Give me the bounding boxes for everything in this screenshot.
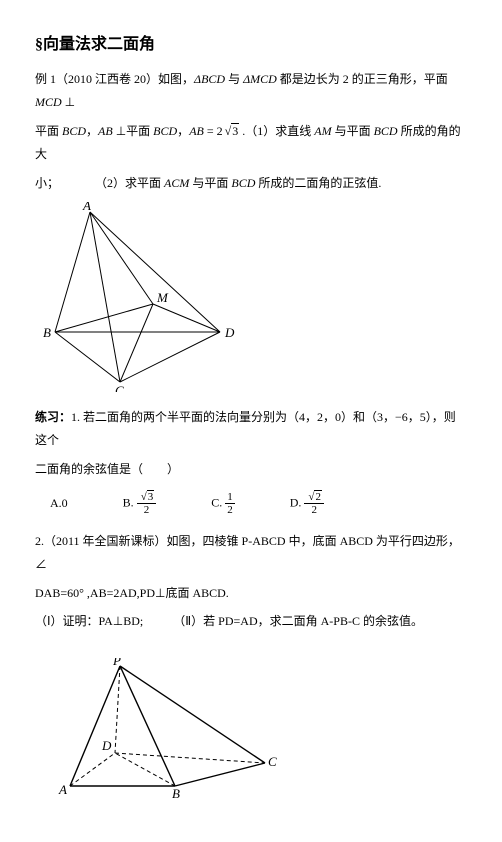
t7: ⊥平面 (113, 124, 153, 138)
fig2-label-b: B (172, 786, 180, 798)
t8: ， (177, 124, 189, 138)
section-title: §向量法求二面角 (35, 30, 467, 60)
optB-den: 2 (137, 504, 157, 516)
optA-label: A. (50, 496, 62, 510)
fig1-label-a: A (82, 202, 91, 213)
fig1-label-m: M (156, 290, 169, 305)
fig2-label-d: D (101, 738, 112, 753)
practice-prefix: 练习： (35, 410, 71, 424)
example-1-line3: 小； （2）求平面 ACM 与平面 BCD 所成的二面角的正弦值. (35, 172, 467, 195)
t11: 与平面 (332, 124, 374, 138)
fig1-label-b: B (43, 325, 51, 340)
optC-frac: 1 2 (225, 491, 235, 516)
bcd5: BCD (231, 176, 255, 190)
problem-2-line1: 2.（2011 年全国新课标）如图，四棱锥 P-ABCD 中，底面 ABCD 为… (35, 530, 467, 576)
p2-gap (143, 614, 179, 628)
example-1-line2: 平面 BCD，AB ⊥平面 BCD，AB = 23 .（1）求直线 AM 与平面… (35, 120, 467, 166)
t13: 与平面 (189, 176, 231, 190)
p2-l3b: （Ⅱ）若 PD=AD，求二面角 A-PB-C 的余弦值。 (179, 614, 423, 628)
t2: 与 (225, 72, 243, 86)
optB-sqrt3: 3 (147, 490, 155, 503)
fig2-label-a: A (58, 782, 67, 797)
p2-l3a: （Ⅰ）证明：PA⊥BD; (35, 614, 143, 628)
ab1: AB (98, 124, 113, 138)
optD-den: 2 (304, 504, 324, 516)
q2: （2）求平面 (101, 176, 164, 190)
option-d: D. 2 2 (290, 491, 324, 516)
bcd1: BCD (201, 72, 225, 86)
optD-frac: 2 2 (304, 491, 324, 516)
optB-frac: 3 2 (137, 491, 157, 516)
sqrt3-val: 3 (231, 123, 239, 138)
fig2-label-p: P (112, 658, 121, 668)
p1-1: 1. 若二面角的两个半平面的法向量分别为（4，2，0）和（3，−6，5），则这个 (35, 410, 456, 447)
fig1-label-c: C (115, 383, 124, 392)
bcd4: BCD (374, 124, 398, 138)
bcd2: BCD (62, 124, 86, 138)
optC-num: 1 (225, 491, 235, 504)
optC-den: 2 (225, 504, 235, 516)
l2a: 平面 (35, 124, 62, 138)
practice-1-line1: 练习：1. 若二面角的两个半平面的法向量分别为（4，2，0）和（3，−6，5），… (35, 406, 467, 452)
optC-label: C. (211, 495, 222, 509)
figure-2: P A B C D (50, 658, 280, 798)
practice-1-line2: 二面角的余弦值是（ ） (35, 458, 467, 481)
optD-sqrt2: 2 (314, 490, 322, 503)
l3a: 小； (35, 176, 53, 190)
am1: AM (314, 124, 331, 138)
problem-2-line3: （Ⅰ）证明：PA⊥BD; （Ⅱ）若 PD=AD，求二面角 A-PB-C 的余弦值… (35, 610, 467, 633)
t5: ⊥ (62, 95, 75, 109)
t6: ， (86, 124, 98, 138)
sqrt3-inline: 3 (223, 120, 240, 143)
optD-label: D. (290, 495, 302, 509)
optB-label: B. (123, 495, 134, 509)
t14: 所成的二面角的正弦值. (255, 176, 381, 190)
t4: 都是边长为 2 的正三角形，平面 (277, 72, 448, 86)
mcd2: MCD (35, 95, 62, 109)
figure-1: A B D C M (35, 202, 245, 392)
bcd3: BCD (153, 124, 177, 138)
acm1: ACM (164, 176, 189, 190)
t9: = 2 (204, 124, 223, 138)
option-c: C. 1 2 (211, 491, 235, 516)
problem-2-line2: DAB=60° ,AB=2AD,PD⊥底面 ABCD. (35, 582, 467, 605)
ex1-prefix: 例 1（2010 江西卷 20）如图， (35, 72, 194, 86)
mcd1: MCD (250, 72, 277, 86)
example-1-text: 例 1（2010 江西卷 20）如图，ΔBCD 与 ΔMCD 都是边长为 2 的… (35, 68, 467, 114)
fig1-label-d: D (224, 325, 235, 340)
option-a: A.0 (50, 492, 68, 515)
optA-val: 0 (62, 496, 68, 510)
t10: .（1）求直线 (239, 124, 314, 138)
fig2-label-c: C (268, 754, 277, 769)
practice-1-options: A.0 B. 3 2 C. 1 2 D. 2 2 (50, 491, 467, 516)
ab2: AB (189, 124, 204, 138)
option-b: B. 3 2 (123, 491, 157, 516)
delta1: Δ (194, 72, 201, 86)
gap1 (53, 176, 101, 190)
